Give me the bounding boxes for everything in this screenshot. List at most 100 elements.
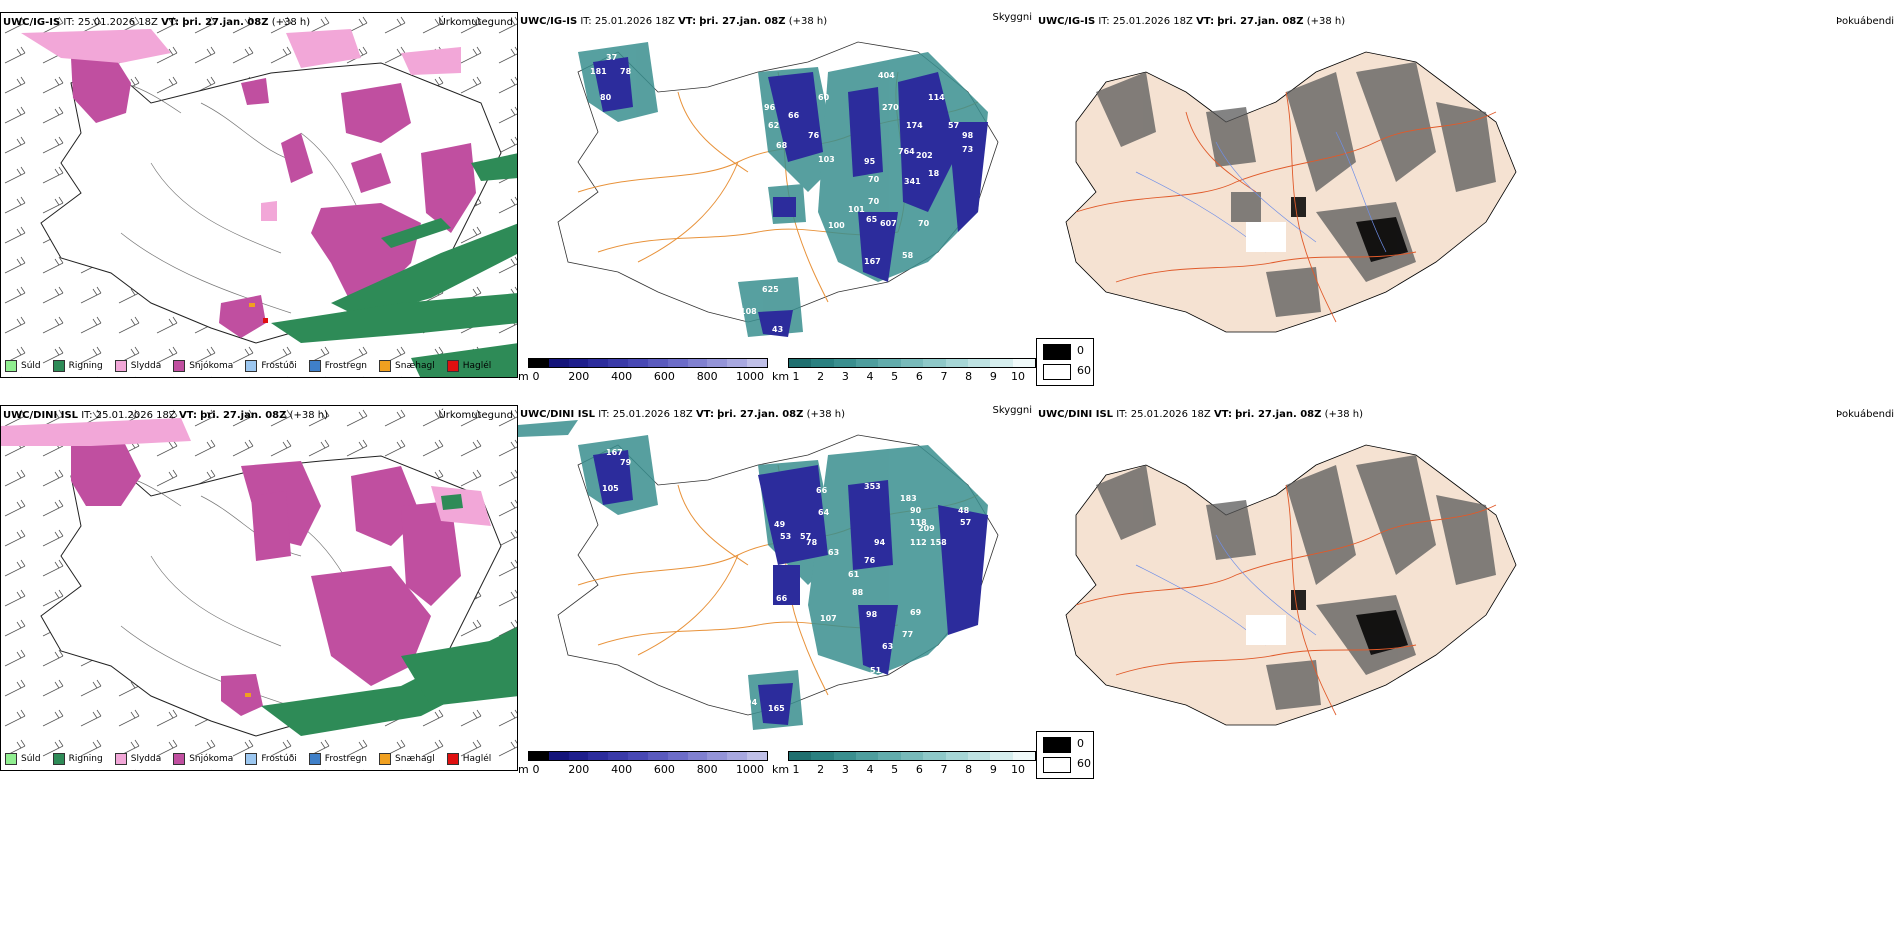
colorbar-segment <box>608 359 629 367</box>
colorbar-segment <box>990 752 1013 760</box>
visibility-colorbar-row2: km 1 2 3 4 5 6 7 8 9 10 <box>772 751 1036 781</box>
precip-legend-row1: Súld Rigning Slydda Snjókoma Frostúði Frostre… <box>5 358 491 374</box>
colorbar-tick-label: 4 <box>866 763 874 776</box>
cloud-base-label: 64 <box>818 508 830 517</box>
cloud-base-label: 70 <box>868 175 880 184</box>
cloud-base-label: 66 <box>816 486 828 495</box>
legend-label: Frostúði <box>261 361 297 371</box>
cloud-base-label: 95 <box>864 157 876 166</box>
colorbar-segment <box>1012 359 1035 367</box>
cloud-base-label: 107 <box>820 614 837 623</box>
legend-swatch <box>379 360 392 372</box>
cloud-base-label: 49 <box>774 520 786 529</box>
cloud-base-label: 58 <box>902 251 914 260</box>
legend-item: Súld <box>5 360 41 372</box>
colorbar-segment <box>789 359 812 367</box>
colorbar-segment <box>856 359 879 367</box>
dense-fog <box>1291 197 1408 262</box>
colorbar-tick-label: 1000 <box>736 370 764 383</box>
legend-item: Slydda <box>114 360 162 372</box>
cloud-base-label: 79 <box>620 458 632 467</box>
colorbar-segment <box>878 359 901 367</box>
cloud-base-label: 66 <box>776 594 788 603</box>
colorbar-segment <box>687 359 708 367</box>
visibility-colorbar-row1: km 1 2 3 4 5 6 7 8 9 10 <box>772 358 1036 388</box>
cloud-base-label: 94 <box>874 538 886 547</box>
legend-swatch <box>114 360 127 372</box>
legend-label: Frostregn <box>324 754 368 764</box>
colorbar-tick-label: 3 <box>841 370 849 383</box>
cloud-panel-row2: 167 79 105 66 64 353 183 90 118 209 48 57 49 53 57 78 63… <box>518 405 1036 771</box>
colorbar-segment <box>789 752 812 760</box>
colorbar-segment <box>900 359 924 367</box>
cloud-base-label: 96 <box>764 103 776 112</box>
cloud-base-label: 209 <box>918 524 935 533</box>
legend-swatch <box>52 753 65 765</box>
colorbar-segment <box>588 752 609 760</box>
colorbar-tick-label: 9 <box>989 370 997 383</box>
colorbar-segment <box>707 752 728 760</box>
cloud-base-label: 57 <box>948 121 959 130</box>
colorbar-tick-label: 8 <box>965 370 973 383</box>
colorbar-tick-label: 0 <box>532 370 540 383</box>
colorbar-segment <box>1012 752 1035 760</box>
colorbar-segment <box>833 752 857 760</box>
cloud-base-label: 98 <box>866 610 878 619</box>
cloud-base-label: 202 <box>916 151 933 160</box>
legend-swatch <box>245 360 258 372</box>
cloud-base-label: 69 <box>910 608 922 617</box>
colorbar-segment <box>878 752 901 760</box>
fog-panel-row1: UWC/IG-IS IT: 25.01.2026 18Z VT: þri. 27… <box>1036 12 1900 378</box>
cloud-base-label: 118 <box>910 518 927 527</box>
cloud-base-label: 48 <box>958 506 970 515</box>
fog-map-row2 <box>1065 444 1517 726</box>
cloud-base-label: 353 <box>864 482 881 491</box>
legend-swatch <box>379 753 392 765</box>
legend-swatch <box>308 360 321 372</box>
colorbar-segment <box>647 359 668 367</box>
legend-item: Frostregn <box>308 360 367 372</box>
legend-label: Slydda <box>130 754 162 764</box>
colorbar-tick-label: 0 <box>532 763 540 776</box>
legend-swatch <box>446 753 459 765</box>
cloud-base-labels: 37 181 78 80 96 60 62 66 76 68 103 404 270 114 174 5798… <box>590 53 974 334</box>
cloud-base-label: 78 <box>806 538 818 547</box>
colorbar-segment <box>667 752 688 760</box>
cloud-base-label: 183 <box>900 494 917 503</box>
colorbar-tick-label: 400 <box>611 763 633 776</box>
colorbar-segment <box>548 752 569 760</box>
colorbar-segment <box>945 359 968 367</box>
cloud-panel-row1: 37 181 78 80 96 60 62 66 76 68 103 404 270 114 174 57 98… <box>518 12 1036 378</box>
panel-header: UWC/DINI ISL IT: 25.01.2026 18Z VT: þri.… <box>3 410 329 421</box>
cloud-base-label: 37 <box>606 53 617 62</box>
legend-item: Rigning <box>52 360 103 372</box>
legend-item: Haglél <box>446 753 491 765</box>
colorbar-segment <box>588 359 609 367</box>
height-colorbar-row1: m 0 200 400 600 800 1000 <box>518 358 768 388</box>
cloud-base-label: 100 <box>828 221 845 230</box>
cloud-base-label: 114 <box>928 93 945 102</box>
legend-label: Slydda <box>130 361 162 371</box>
legend-item: Frostúði <box>245 753 297 765</box>
cloud-base-label: 60 <box>818 93 830 102</box>
panel-type-title: Skyggni <box>992 12 1032 23</box>
height-colorbar-row2: m 0 200 400 600 800 1000 <box>518 751 768 781</box>
cloud-base-label: 98 <box>962 131 974 140</box>
legend-label: Rigning <box>68 754 103 764</box>
colorbar-tick-label: 1 <box>792 370 800 383</box>
fog-legend-row2: 0 60 <box>1036 731 1094 779</box>
panel-type-title: Úrkomutegund <box>438 17 513 28</box>
cloud-base-label: 167 <box>606 448 623 457</box>
cloud-base-label: 76 <box>808 131 820 140</box>
colorbar-tick-label: 7 <box>940 763 948 776</box>
panel-header: UWC/IG-IS IT: 25.01.2026 18Z VT: þri. 27… <box>3 17 311 28</box>
cloud-base-label: 73 <box>962 145 973 154</box>
cloud-base-label: 101 <box>848 205 865 214</box>
legend-label: Súld <box>21 754 41 764</box>
legend-item: Snjókoma <box>173 360 233 372</box>
cloud-base-label: 404 <box>878 71 895 80</box>
colorbar-tick-label: 5 <box>891 370 899 383</box>
panel-header: UWC/IG-IS IT: 25.01.2026 18Z VT: þri. 27… <box>520 16 828 27</box>
colorbar-segment <box>529 752 549 760</box>
